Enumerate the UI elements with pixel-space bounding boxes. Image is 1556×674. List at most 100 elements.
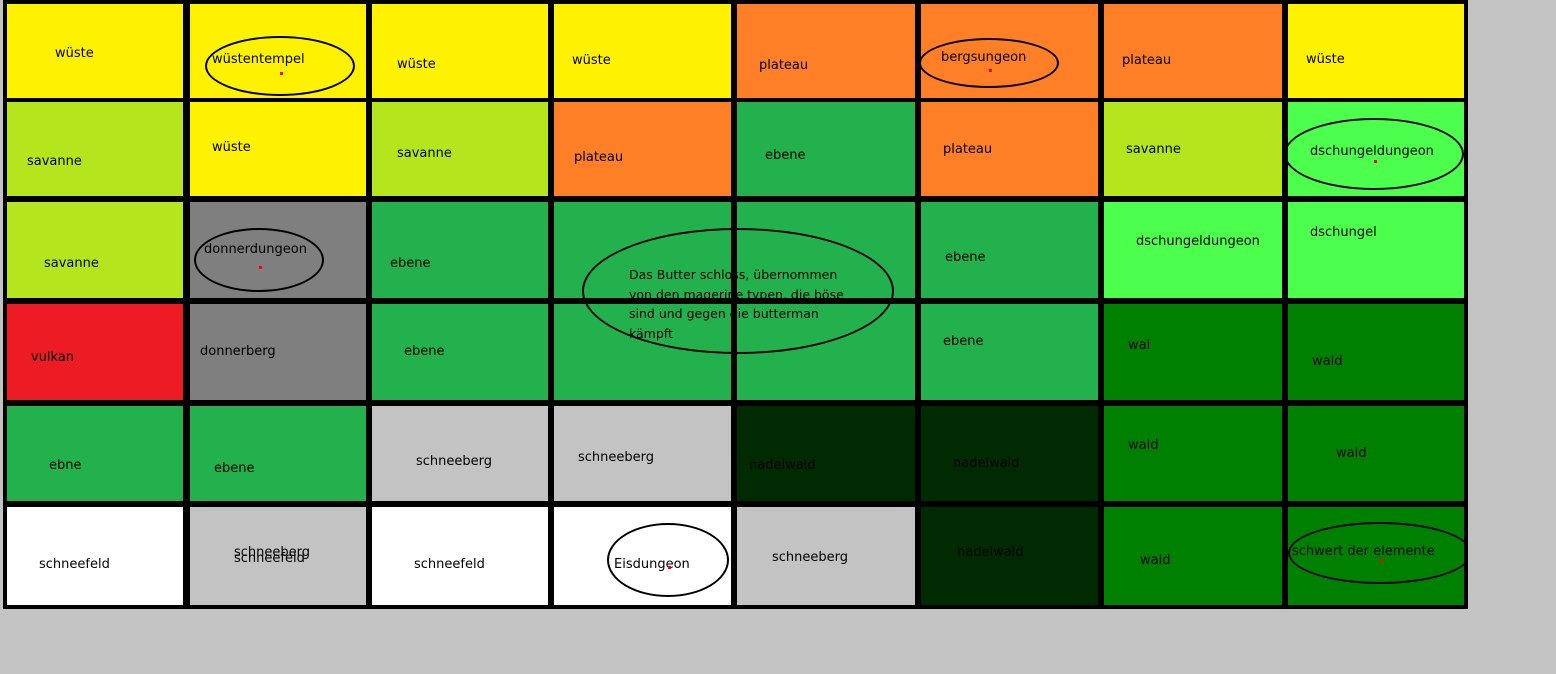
map-tile-nadelwald: nadelwald (917, 503, 1102, 609)
tile-label: schneeberg (578, 450, 655, 465)
tile-label: schneeberg (772, 550, 849, 565)
map-tile-dschungeldungeon: dschungeldungeon (1284, 98, 1468, 200)
tile-label: ebene (214, 461, 255, 476)
tile-label: ebene (765, 148, 806, 163)
map-tile-dschungeldungeon: dschungeldungeon (1100, 198, 1286, 302)
map-tile-schwert-der-elemente: schwert der elemente (1284, 503, 1468, 609)
red-dot (259, 266, 262, 269)
tile-label: schneefeld (414, 557, 485, 572)
map-tile-schneeberg: schneeberg (550, 402, 735, 505)
tile-label: wald (1336, 446, 1367, 461)
tile-label: wald (1140, 553, 1171, 568)
tile-label: ebene (945, 250, 986, 265)
map-tile-ebene: ebene (733, 98, 919, 200)
map-tile-savanne: savanne (3, 98, 187, 200)
castle-note-line: sind und gegen die butterman (629, 306, 819, 321)
map-tile-savanne: savanne (1100, 98, 1286, 200)
map-tile-vulkan: vulkan (3, 300, 187, 404)
map-tile-plateau: plateau (733, 0, 919, 102)
map-tile-ebene: ebene (186, 402, 370, 505)
map-tile-donnerberg: donnerberg (186, 300, 370, 404)
tile-label: plateau (759, 58, 809, 73)
map-tile-nadelwald: nadelwald (917, 402, 1102, 505)
map-tile-donnerdungeon: donnerdungeon (186, 198, 370, 302)
red-dot (280, 72, 283, 75)
map-tile-schneefeld: schneefeld (368, 503, 552, 609)
red-dot (1374, 160, 1377, 163)
castle-note-line: Das Butter schloss, übernommen (629, 267, 838, 282)
castle-note-line: kämpft (629, 325, 673, 341)
tile-label: bergsungeon (941, 50, 1027, 65)
map-tile-bergsungeon: bergsungeon (917, 0, 1102, 102)
map-tile-wüste: wüste (186, 98, 370, 200)
map-tile-savanne: savanne (3, 198, 187, 302)
tile-label: ebene (404, 344, 445, 359)
tile-label: ebne (49, 458, 82, 473)
tile-label: schneefeld (39, 557, 110, 572)
red-dot (1380, 559, 1383, 562)
tile-overlay-label: schneefeld (234, 551, 305, 566)
map-tile-savanne: savanne (368, 98, 552, 200)
map-tile-wald: wald (1284, 402, 1468, 505)
map-tile-schneeberg: schneeberg (733, 503, 919, 609)
red-dot (668, 566, 671, 569)
tile-label: wüste (1306, 52, 1345, 67)
map-tile-plateau: plateau (550, 98, 735, 200)
map-tile-ebene: ebene (368, 300, 552, 404)
map-tile-plateau: plateau (917, 98, 1102, 200)
map-tile-schneefeld: schneefeld (3, 503, 187, 609)
tile-label: savanne (1126, 142, 1181, 157)
map-tile-wald: wald (1100, 503, 1286, 609)
map-tile-Eisdungeon: Eisdungeon (550, 503, 735, 609)
map-tile-nadelwald: nadelwald (733, 402, 919, 505)
castle-note-line: von den magerine typen, die böse (629, 286, 844, 302)
tile-label: schneeberg (234, 545, 311, 560)
tile-label: vulkan (31, 350, 75, 365)
tile-label: schwert der elemente (1292, 544, 1435, 559)
tile-label: wüste (212, 140, 251, 155)
map-tile-schneeberg: schneeberg (368, 402, 552, 505)
map-tile-ebene: ebene (917, 300, 1102, 404)
tile-label: dschungel (1310, 225, 1377, 240)
map-tile-wald: wald (1100, 402, 1286, 505)
tile-label: plateau (943, 142, 993, 157)
tile-label: schneeberg (416, 454, 493, 469)
map-tile-ebene: ebene (368, 198, 552, 302)
tile-label: dschungeldungeon (1136, 234, 1260, 249)
map-tile-wald: wald (1284, 300, 1468, 404)
tile-label: Eisdungeon (614, 557, 690, 572)
tile-label: donnerberg (200, 344, 276, 359)
tile-label: savanne (27, 154, 82, 169)
tile-label: savanne (44, 256, 99, 271)
castle-note: Das Butter schloss, übernommen von den ma… (629, 265, 889, 343)
map-tile-wüste: wüste (1284, 0, 1468, 102)
tile-label: plateau (1122, 53, 1172, 68)
tile-label: nadelwald (957, 545, 1024, 560)
tile-label: wal (1128, 338, 1151, 353)
tile-label: wald (1312, 354, 1343, 369)
map-tile-ebne: ebne (3, 402, 187, 505)
tile-label: wüste (572, 53, 611, 68)
tile-label: nadelwald (953, 456, 1020, 471)
tile-label: ebene (943, 334, 984, 349)
map-tile-wüstentempel: wüstentempel (186, 0, 370, 102)
map-tile-ebene-castle (550, 198, 735, 302)
tile-label: wüste (55, 46, 94, 61)
hand-drawn-circle (194, 228, 324, 292)
tile-label: dschungeldungeon (1310, 144, 1434, 159)
red-dot (989, 69, 992, 72)
map-tile-ebene: ebene (917, 198, 1102, 302)
map-tile-schneeberg: schneeberg schneefeld (186, 503, 370, 609)
map-tile-dschungel: dschungel (1284, 198, 1468, 302)
tile-label: donnerdungeon (204, 242, 307, 257)
map-tile-wüste: wüste (3, 0, 187, 102)
map-tile-wüste: wüste (550, 0, 735, 102)
tile-label: savanne (397, 146, 452, 161)
tile-label: wüstentempel (212, 52, 305, 67)
tile-label: plateau (574, 150, 624, 165)
tile-label: nadelwald (749, 458, 816, 473)
map-tile-wüste: wüste (368, 0, 552, 102)
tile-label: wald (1128, 438, 1159, 453)
map-tile-plateau: plateau (1100, 0, 1286, 102)
